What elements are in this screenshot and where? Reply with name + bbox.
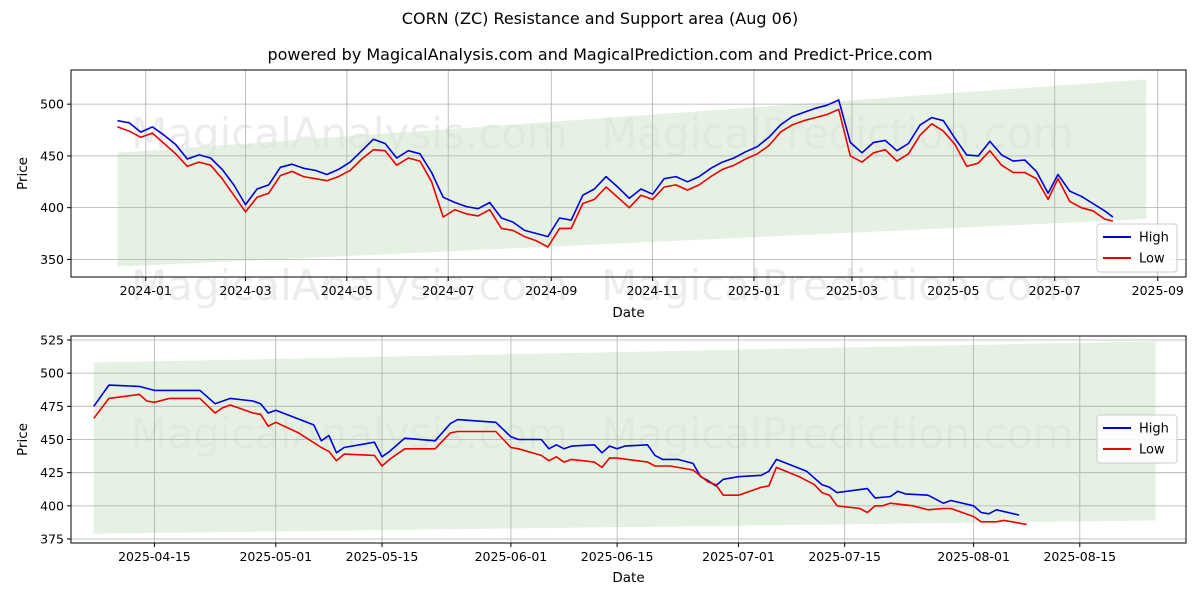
- x-tick-label: 2024-05: [321, 283, 373, 298]
- x-tick-label: 2024-09: [525, 283, 577, 298]
- legend-label-high: High: [1139, 422, 1169, 437]
- x-axis-label: Date: [612, 570, 644, 586]
- y-tick-label: 500: [40, 366, 64, 381]
- legend-label-low: Low: [1139, 443, 1165, 458]
- x-tick-label: 2025-07: [1029, 283, 1081, 298]
- plot-frame: [70, 69, 1187, 278]
- x-tick-label: 2025-06-15: [581, 549, 654, 564]
- y-tick-label: 375: [40, 532, 64, 547]
- series-line-high: [93, 384, 1020, 516]
- x-tick-label: 2025-07-15: [808, 549, 881, 564]
- x-tick-label: 2025-09: [1132, 283, 1184, 298]
- y-tick-label: 450: [40, 432, 64, 447]
- legend-label-high: High: [1139, 231, 1169, 246]
- chart-title: CORN (ZC) Resistance and Support area (A…: [401, 9, 799, 28]
- x-tick-label: 2024-11: [626, 283, 678, 298]
- x-tick-label: 2025-05-15: [346, 549, 419, 564]
- y-tick-label: 400: [40, 200, 64, 215]
- x-tick-label: 2025-07-01: [702, 549, 775, 564]
- x-tick-label: 2025-04-15: [118, 549, 191, 564]
- x-tick-label: 2025-08-01: [937, 549, 1010, 564]
- legend-label-low: Low: [1139, 252, 1165, 267]
- x-tick-label: 2024-07: [422, 283, 474, 298]
- chart-subtitle: powered by MagicalAnalysis.com and Magic…: [267, 45, 933, 64]
- x-tick-label: 2025-05: [927, 283, 979, 298]
- support-resistance-band: [93, 341, 1156, 534]
- y-tick-label: 350: [40, 252, 64, 267]
- y-axis-label: Price: [15, 423, 31, 456]
- y-tick-label: 425: [40, 465, 64, 480]
- y-tick-label: 525: [40, 332, 64, 347]
- legend: High Low: [1096, 414, 1178, 464]
- x-tick-label: 2024-03: [219, 283, 271, 298]
- x-tick-label: 2025-03: [826, 283, 878, 298]
- y-axis-label: Price: [15, 157, 31, 190]
- y-tick-label: 400: [40, 498, 64, 513]
- y-tick-label: 450: [40, 148, 64, 163]
- x-axis-label: Date: [612, 305, 644, 321]
- x-tick-label: 2025-05-01: [239, 549, 312, 564]
- plot-0: MagicalAnalysis.com MagicalPrediction.com…: [15, 69, 1187, 321]
- legend: High Low: [1096, 223, 1178, 273]
- x-tick-label: 2025-06-01: [475, 549, 548, 564]
- x-tick-label: 2024-01: [120, 283, 172, 298]
- watermark-left-lower: MagicalAnalysis.com: [131, 261, 568, 310]
- y-tick-label: 475: [40, 399, 64, 414]
- series-line-low: [93, 393, 1027, 526]
- support-resistance-band: [117, 79, 1147, 267]
- x-tick-label: 2025-01: [728, 283, 780, 298]
- x-tick-label: 2025-08-15: [1043, 549, 1116, 564]
- plot-1: MagicalAnalysis.comMagicalPrediction.com…: [15, 332, 1187, 586]
- y-tick-label: 500: [40, 97, 64, 112]
- series-line-low: [117, 108, 1114, 248]
- watermark-right-lower: MagicalPrediction.com: [601, 261, 1074, 310]
- series-line-high: [117, 99, 1114, 238]
